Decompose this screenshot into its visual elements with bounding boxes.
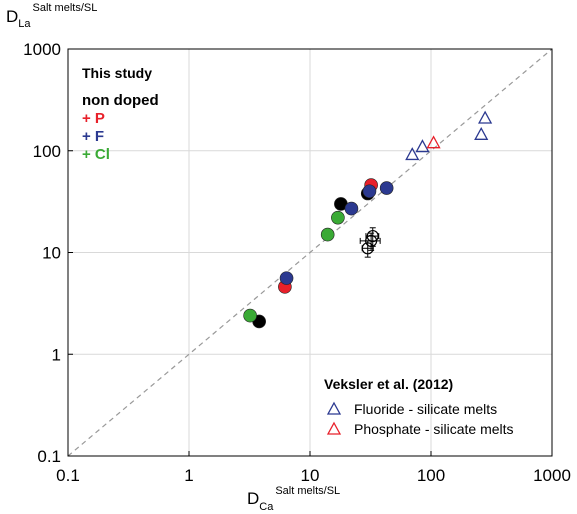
legend-entry-phosphate: Phosphate - silicate melts [354,421,514,437]
point-f [362,184,377,199]
y-axis-label-sup: Salt melts/SL [33,2,98,14]
legend-phosphate-triangle-marker [326,421,342,435]
y-tick-label: 10 [42,244,61,263]
point-fluoride-silicate-melts [478,110,493,124]
legend-this-study-title: This study [82,65,152,81]
legend-entry-plus-cl: + Cl [82,146,110,163]
point-fluoride-silicate-melts [405,147,420,161]
y-tick-label: 0.1 [37,447,61,466]
legend-veksler-title: Veksler et al. (2012) [324,376,453,392]
point-cl [243,308,257,323]
point-fluoride-silicate-melts [474,126,489,140]
point-fluoride-silicate-melts [415,139,430,153]
x-axis-label-main: D [247,489,259,508]
y-axis-label-sub: La [18,18,31,30]
legend-entry-plus-p: + P [82,110,105,127]
y-tick-label: 1000 [23,40,61,59]
legend-entry-non-doped: non doped [82,92,159,109]
y-axis-label: DLaSalt melts/SL [6,2,97,30]
x-tick-label: 10 [301,466,320,485]
point-f [279,271,294,285]
one-to-one-reference-line [67,48,553,457]
x-tick-label: 0.1 [56,466,80,485]
point-cl [320,227,335,242]
x-tick-label: 1000 [533,466,571,485]
legend-this-study: This study non doped + P + F + Cl [82,65,159,163]
plot-frame [67,48,553,457]
legend-veksler: Veksler et al. (2012) Fluoride - silicat… [324,376,514,437]
legend-entry-fluoride: Fluoride - silicate melts [354,401,497,417]
y-axis-label-main: D [6,7,18,26]
data-points [243,110,493,329]
y-tick-labels: 0.1 1 10 100 1000 [23,40,61,466]
point-cl [331,210,345,225]
x-axis-label-sub: Ca [259,501,274,513]
y-tick-label: 100 [33,142,61,161]
point-open-circle [366,229,379,243]
legend-fluoride-triangle-marker [326,401,342,415]
legend-entry-plus-f: + F [82,128,104,145]
point-phosphate-silicate-melts [426,135,441,149]
y-tick-label: 1 [52,345,61,364]
point-open-circle [365,234,378,248]
x-axis-label: DCaSalt melts/SL [247,485,340,513]
x-tick-label: 100 [417,466,445,485]
point-f [379,181,394,195]
point-open-circle [361,242,374,255]
x-tick-labels: 0.1 1 10 100 1000 [56,466,571,485]
point-f [344,201,359,216]
x-axis-label-sup: Salt melts/SL [275,485,340,497]
x-tick-label: 1 [184,466,193,485]
